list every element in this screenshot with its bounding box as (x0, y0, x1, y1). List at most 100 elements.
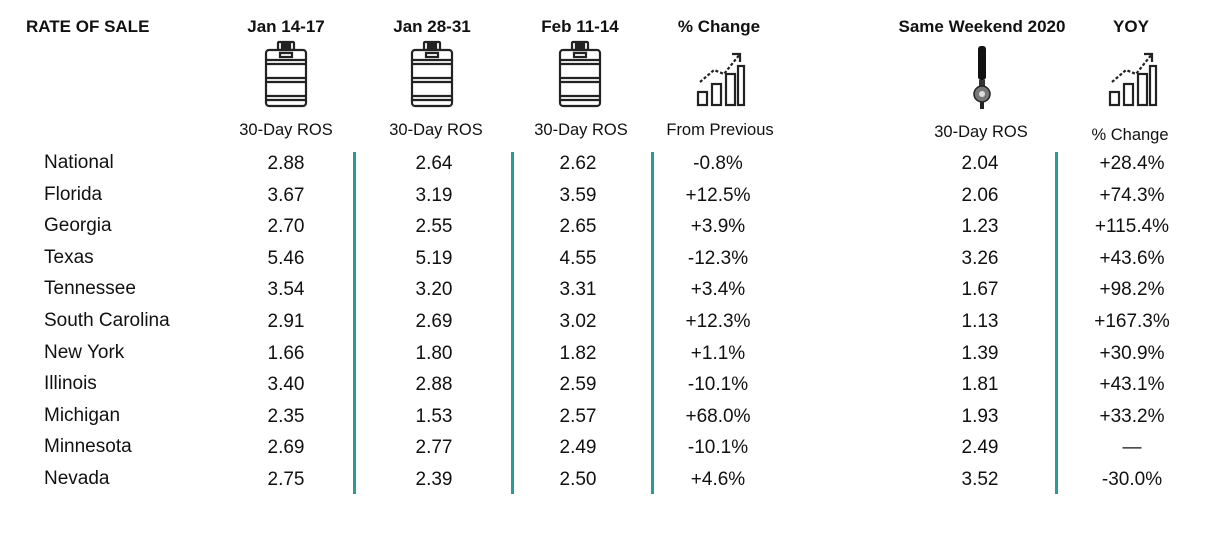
table-cell: 2.62 (559, 153, 597, 174)
row-label: New York (44, 341, 125, 363)
table-cell: 1.81 (961, 374, 999, 396)
table-cell: +74.3% (1099, 184, 1165, 206)
keg-icon (410, 40, 454, 108)
table-cell: 3.02 (559, 311, 597, 332)
keg-icon (558, 40, 602, 108)
table-cell: 2.49 (961, 437, 999, 459)
table-cell: +28.4% (1099, 153, 1165, 174)
row-label: Nevada (44, 468, 110, 489)
growth-chart-icon (1108, 52, 1158, 107)
table-cell: 3.20 (415, 279, 453, 301)
row-label: Illinois (44, 373, 97, 395)
row-label: Georgia (44, 215, 112, 237)
table-cell: 2.88 (415, 374, 453, 396)
table-cell: +3.4% (690, 279, 746, 301)
table-cell: 1.13 (961, 311, 999, 332)
row-label: South Carolina (44, 310, 170, 331)
table-cell: 3.26 (961, 247, 999, 269)
table-cell: 3.52 (961, 469, 999, 490)
table-cell: +12.5% (685, 184, 751, 206)
table-cell: +68.0% (685, 405, 751, 427)
table-cell: -10.1% (687, 437, 749, 459)
table-cell: 2.69 (267, 437, 305, 459)
table-cell: 3.67 (267, 184, 305, 206)
table-cell: 2.91 (267, 311, 305, 332)
table-cell: 3.54 (267, 279, 305, 301)
table-cell: 2.35 (267, 405, 305, 427)
row-label: Florida (44, 183, 103, 205)
table-cell: 1.23 (961, 216, 999, 238)
subheader-30-day-ros: 30-Day ROS (934, 123, 1028, 141)
table-cell: 2.64 (415, 153, 453, 174)
table-cell: 2.77 (415, 437, 453, 459)
table-cell: 3.19 (415, 184, 453, 206)
table-cell: -12.3% (687, 247, 749, 269)
column-header-jan-14-17: Jan 14-17 (247, 17, 325, 36)
subheader-from-previous: From Previous (666, 121, 774, 139)
column-header-percent-change: % Change (677, 17, 761, 36)
beer-tap-icon (973, 46, 991, 109)
table-cell: 1.93 (961, 405, 999, 427)
table-cell: 2.57 (559, 405, 597, 427)
table-cell: +1.1% (690, 342, 746, 364)
table-cell: 2.06 (961, 184, 999, 206)
table-cell: -0.8% (693, 153, 743, 174)
table-cell: +115.4% (1094, 216, 1170, 238)
row-label: National (44, 152, 114, 173)
table-cell: 3.59 (559, 184, 597, 206)
table-cell: +43.1% (1099, 374, 1165, 396)
table-cell: -10.1% (687, 374, 749, 396)
table-cell: 1.66 (267, 342, 305, 364)
column-header-same-weekend-2020: Same Weekend 2020 (898, 17, 1066, 36)
table-cell: +43.6% (1099, 247, 1165, 269)
column-header-jan-28-31: Jan 28-31 (393, 17, 471, 36)
row-label: Tennessee (44, 278, 136, 300)
table-cell: 2.59 (559, 374, 597, 396)
table-cell: 2.70 (267, 216, 305, 238)
table-cell: +33.2% (1099, 405, 1165, 427)
table-cell: 2.55 (415, 216, 453, 238)
table-cell: 2.69 (415, 311, 453, 332)
table-cell: +4.6% (690, 469, 746, 490)
column-header-feb-11-14: Feb 11-14 (541, 17, 619, 36)
table-cell: 5.19 (415, 247, 453, 269)
table-cell: -30.0% (1101, 469, 1163, 490)
keg-icon (264, 40, 308, 108)
table-cell: +167.3% (1094, 311, 1170, 332)
table-cell: 4.55 (559, 247, 597, 269)
table-cell: +12.3% (685, 311, 751, 332)
row-label: Texas (44, 246, 94, 268)
column-divider (511, 152, 514, 494)
column-header-yoy: YOY (1113, 17, 1149, 36)
table-title: RATE OF SALE (26, 17, 150, 36)
table-cell: 3.31 (559, 279, 597, 301)
table-cell: 3.40 (267, 374, 305, 396)
table-cell: 1.80 (415, 342, 453, 364)
table-cell: 1.82 (559, 342, 597, 364)
table-cell: 1.39 (961, 342, 999, 364)
table-cell: 5.46 (267, 247, 305, 269)
column-divider (353, 152, 356, 494)
subheader-30-day-ros: 30-Day ROS (389, 121, 483, 139)
table-cell: 2.88 (267, 153, 305, 174)
subheader-percent-change: % Change (1091, 126, 1169, 144)
column-divider (651, 152, 654, 494)
row-label: Michigan (44, 404, 121, 426)
table-cell: 1.67 (961, 279, 999, 301)
table-cell: +30.9% (1099, 342, 1165, 364)
table-cell: +98.2% (1099, 279, 1165, 301)
table-cell: 2.39 (415, 469, 453, 490)
table-cell: 2.04 (961, 153, 999, 174)
column-divider (1055, 152, 1058, 494)
table-cell: 2.75 (267, 469, 305, 490)
subheader-30-day-ros: 30-Day ROS (239, 121, 333, 139)
row-label: Minnesota (44, 436, 132, 458)
subheader-30-day-ros: 30-Day ROS (534, 121, 628, 139)
growth-chart-icon (696, 52, 746, 107)
table-cell: 1.53 (415, 405, 453, 427)
table-cell: 2.65 (559, 216, 597, 238)
table-cell: 2.49 (559, 437, 597, 459)
table-cell: — (1122, 437, 1142, 459)
table-cell: 2.50 (559, 469, 597, 490)
table-cell: +3.9% (690, 216, 746, 238)
